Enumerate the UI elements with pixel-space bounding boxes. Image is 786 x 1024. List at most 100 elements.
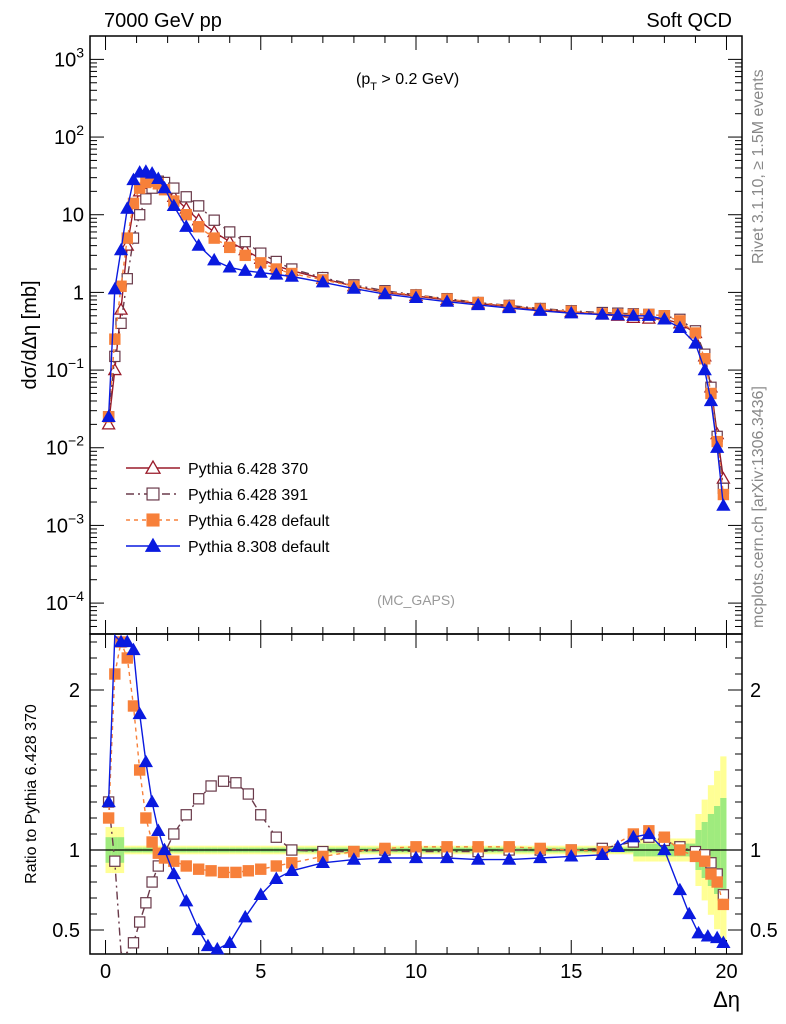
data-point [239,249,251,262]
data-point [717,488,730,501]
data-point [101,794,116,808]
data-point [711,876,723,888]
data-point [224,226,236,238]
data-point [270,860,282,872]
data-point [208,214,220,226]
data-point [152,860,165,872]
main-y-tick-label: 102 [54,122,84,149]
data-point [626,829,641,843]
main-ticks: 10−4 10−3 10−2 10−1 1 10 102 103 [46,36,742,634]
data-point [472,841,484,853]
side-mcplots-text: mcplots.cern.ch [arXiv:1306.3436] [750,386,767,628]
legend-label: Pythia 6.428 391 [188,487,308,504]
data-point [564,849,579,862]
data-point [157,842,172,856]
data-point [192,863,205,875]
header-left: 7000 GeV pp [104,10,222,32]
data-point [140,812,152,824]
ratio-panel: 0.5 0.51 12 20 5 10 15 20 Ratio to Pythia 6.428… [23,633,778,1012]
annotation-sub: T [370,81,377,93]
data-point [166,198,181,212]
data-point [255,809,267,821]
data-point [179,893,194,907]
data-point [127,700,140,712]
main-y-tick-label: 1 [73,282,84,304]
header-right: Soft QCD [646,10,732,32]
data-point [697,362,712,376]
annotation-rest: > 0.2 GeV) [377,71,459,88]
ratio-series-2 [101,633,731,955]
data-point [703,393,719,407]
ratio-y-tick-label: 2 [69,680,80,702]
data-point [410,841,422,853]
data-point [716,498,731,511]
data-point [255,863,267,875]
main-series [101,164,731,511]
data-point [222,935,237,948]
data-point [191,922,206,936]
data-point [208,232,220,244]
data-point [109,333,121,345]
data-point [242,865,255,877]
legend-label: Pythia 6.428 default [188,513,330,530]
data-point [217,775,230,787]
main-y-tick-label: 10−3 [46,510,84,537]
data-point [408,850,424,864]
data-point [132,706,147,720]
side-rivet-text: Rivet 3.1.10, ≥ 1.5M events [750,69,767,264]
data-point [270,831,282,843]
ratio-y-axis-label: Ratio to Pythia 6.428 370 [23,704,40,884]
data-point [377,850,393,864]
data-point [691,925,706,939]
data-point [700,929,715,942]
data-point [121,652,133,664]
ratio-y-tick-label: 1 [69,840,80,862]
data-point [441,841,453,853]
data-point [207,252,222,266]
data-point [113,302,129,315]
data-point [180,191,192,203]
main-series-2 [102,175,730,501]
data-point [689,850,702,863]
data-point [109,668,121,680]
data-point [146,876,158,888]
data-point [210,941,225,955]
data-point [180,860,192,872]
data-point [224,241,236,254]
data-point [151,823,166,836]
data-point [657,842,672,856]
data-point [126,172,141,186]
data-point [192,221,205,233]
data-point [439,294,455,307]
data-point [533,303,548,316]
ratio-y-tick-label-right: 0.5 [750,920,778,942]
data-point [222,260,237,273]
data-point [658,831,671,843]
data-point [146,836,158,848]
legend-label: Pythia 8.308 default [188,539,330,556]
data-point [192,793,205,805]
data-point [140,897,152,909]
legend-item: Pythia 6.428 391 [126,487,308,504]
main-panel: 10−4 10−3 10−2 10−1 1 10 102 103 dσ/dΔη [mb] (p… [19,35,743,635]
x-tick-label: 10 [405,961,427,983]
main-y-tick-label: 10−1 [46,355,84,382]
data-point [315,274,330,288]
data-point [151,171,166,184]
data-point [346,281,362,294]
data-point [217,866,230,879]
data-point [133,916,146,928]
data-point [503,841,515,853]
data-point [253,887,268,900]
data-point [205,780,217,792]
data-point [133,209,146,221]
data-point [166,866,181,880]
data-point [699,855,711,867]
legend-item: Pythia 6.428 default [126,513,330,530]
data-point [168,828,180,840]
data-point [120,634,135,648]
data-point [109,855,121,867]
data-point [238,909,253,923]
data-point [439,850,455,864]
data-point [126,642,141,656]
